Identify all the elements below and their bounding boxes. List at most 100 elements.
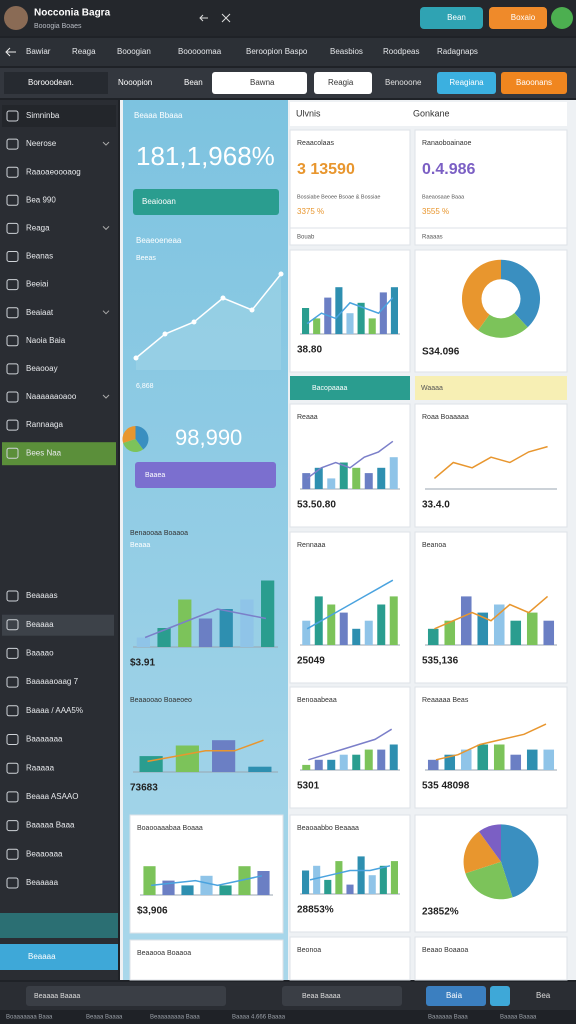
bar (181, 885, 194, 895)
nav-tab[interactable]: Radagnaps (437, 47, 478, 56)
sidebar-icon (6, 138, 19, 150)
header-button[interactable] (420, 7, 483, 29)
sidebar-icon (6, 762, 19, 774)
sidebar-item[interactable]: Simninba (26, 111, 60, 120)
nav-tab[interactable]: Booooomaa (178, 47, 222, 56)
card-button[interactable] (135, 462, 276, 488)
sidebar-item[interactable]: Rannaaga (26, 420, 63, 429)
bar (261, 580, 275, 647)
pie-slice (463, 831, 501, 874)
sidebar-item[interactable]: Beaooay (26, 364, 58, 373)
card-sub: 3375 % (297, 152, 321, 159)
sidebar-icon (6, 734, 19, 745)
toolbar-button[interactable] (437, 72, 496, 94)
bar (136, 637, 150, 647)
toolbar-link[interactable]: Benooone (385, 78, 422, 87)
bar (257, 871, 270, 895)
hero-point (191, 319, 197, 325)
bottom-icon[interactable] (490, 986, 510, 1006)
toolbar-button-label[interactable]: Baoonans (516, 78, 552, 87)
bottom-button[interactable] (426, 986, 486, 1006)
dropdown-label[interactable]: Bawna (250, 78, 275, 87)
search[interactable] (282, 986, 402, 1006)
dropdown[interactable] (314, 72, 372, 94)
card-value: 73683 (130, 783, 158, 794)
sidebar-item[interactable]: Beaaaaa (26, 878, 59, 887)
sidebar-item[interactable]: Baaaaaoaag 7 (26, 677, 79, 686)
input-label[interactable]: Beaaaa Baaaa (34, 993, 80, 1000)
card (289, 936, 411, 981)
header-button[interactable] (489, 7, 547, 29)
sidebar-item[interactable]: Beeiai (26, 280, 48, 289)
sidebar-item[interactable]: Bea 990 (26, 195, 56, 204)
sidebar-item[interactable]: Beanas (26, 252, 53, 261)
pie-slice (461, 259, 501, 331)
sidebar-icon (6, 307, 19, 319)
pie-slice (123, 439, 144, 452)
sidebar-selected[interactable] (2, 614, 114, 636)
bar (219, 885, 232, 895)
toolbar-button-label[interactable]: Reagiana (449, 78, 484, 87)
card-foot: Raaaas (422, 235, 443, 241)
header-button-label[interactable]: Bean (447, 13, 466, 22)
bottom-right[interactable]: Bea (536, 991, 551, 1000)
nav-tab[interactable]: Booogian (117, 47, 151, 56)
trend-line (308, 728, 393, 761)
hero-point (162, 331, 168, 337)
toolbar-item[interactable]: Bean (184, 78, 203, 87)
bar (248, 766, 272, 772)
bar (493, 604, 505, 645)
dropdown[interactable] (212, 72, 307, 94)
sidebar-item[interactable]: Beaaa ASAAO (26, 792, 78, 801)
sidebar-item[interactable]: Raaaaa (26, 763, 55, 772)
sidebar-item[interactable]: Naaaaaaoaoo (26, 392, 77, 401)
search-label[interactable]: Beaa Baaaa (302, 993, 341, 1000)
bar (313, 318, 321, 334)
input[interactable] (26, 986, 226, 1006)
nav-tab[interactable]: Reaga (72, 47, 96, 56)
bottom-button-label[interactable]: Baia (446, 991, 463, 1000)
bar (352, 754, 361, 770)
app-title: Nocconia Bagra (34, 8, 111, 19)
hero-button-label[interactable]: Beaiooan (142, 197, 176, 206)
sidebar-item[interactable]: Reaga (26, 224, 50, 233)
sidebar-item[interactable]: Beaiaat (26, 308, 54, 317)
hero-chart-sub: Beeas (136, 255, 156, 262)
back-icon (5, 47, 16, 57)
bar (139, 756, 163, 772)
sidebar-item[interactable]: Baaaao (26, 649, 54, 658)
toolbar-button[interactable] (501, 72, 567, 94)
nav-tab[interactable]: Beroopion Baspo (246, 47, 308, 56)
sidebar-item[interactable]: Raaoaeoooaog (26, 167, 81, 176)
sidebar-icon (6, 619, 19, 631)
card-value: 53.50.80 (297, 500, 336, 511)
bar (444, 754, 456, 770)
bar (327, 478, 336, 489)
sidebar-item[interactable]: Baaaaaaa (26, 735, 63, 744)
toolbar-item[interactable]: Nooopion (118, 78, 152, 87)
sidebar-item[interactable]: Naoia Baia (26, 336, 66, 345)
sidebar-item[interactable]: Baaaa / AAA5% (26, 706, 83, 715)
sidebar-active-label[interactable]: Beaaaa (28, 952, 56, 961)
sidebar-icon (6, 251, 19, 262)
pie-slice (478, 298, 528, 338)
card-note: Bossiabe Beoee Bsoae & Bossiae (297, 194, 380, 200)
sidebar-block-active[interactable] (0, 944, 118, 970)
sidebar-icon (6, 848, 19, 860)
sidebar-item[interactable]: Beaaaas (26, 591, 58, 600)
sidebar-item[interactable]: Baaaaa Baaa (26, 821, 75, 830)
sidebar-item[interactable]: Beaaaa (26, 620, 54, 629)
sidebar-item[interactable]: Beaaoaaa (26, 849, 63, 858)
nav-tab[interactable]: Bawiar (26, 47, 51, 56)
sidebar-active[interactable] (2, 442, 116, 466)
nav-tab[interactable]: Beasbios (330, 47, 363, 56)
hero-button[interactable] (133, 189, 279, 215)
sidebar-icon (6, 166, 19, 178)
card-foot: Bouab (297, 235, 315, 241)
nav-tab[interactable]: Roodpeas (383, 47, 419, 56)
sidebar-item[interactable]: Neerose (26, 139, 57, 148)
header-button-label[interactable]: Boxaio (511, 13, 536, 22)
dropdown-label[interactable]: Reagia (328, 78, 354, 87)
card-button-label[interactable]: Baaea (145, 472, 165, 479)
sidebar-item[interactable]: Bees Naa (26, 448, 62, 457)
